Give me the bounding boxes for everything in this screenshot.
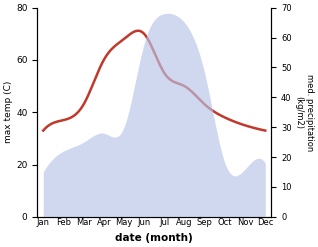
Y-axis label: med. precipitation
(kg/m2): med. precipitation (kg/m2) xyxy=(294,74,314,151)
X-axis label: date (month): date (month) xyxy=(115,233,193,243)
Y-axis label: max temp (C): max temp (C) xyxy=(4,81,13,144)
